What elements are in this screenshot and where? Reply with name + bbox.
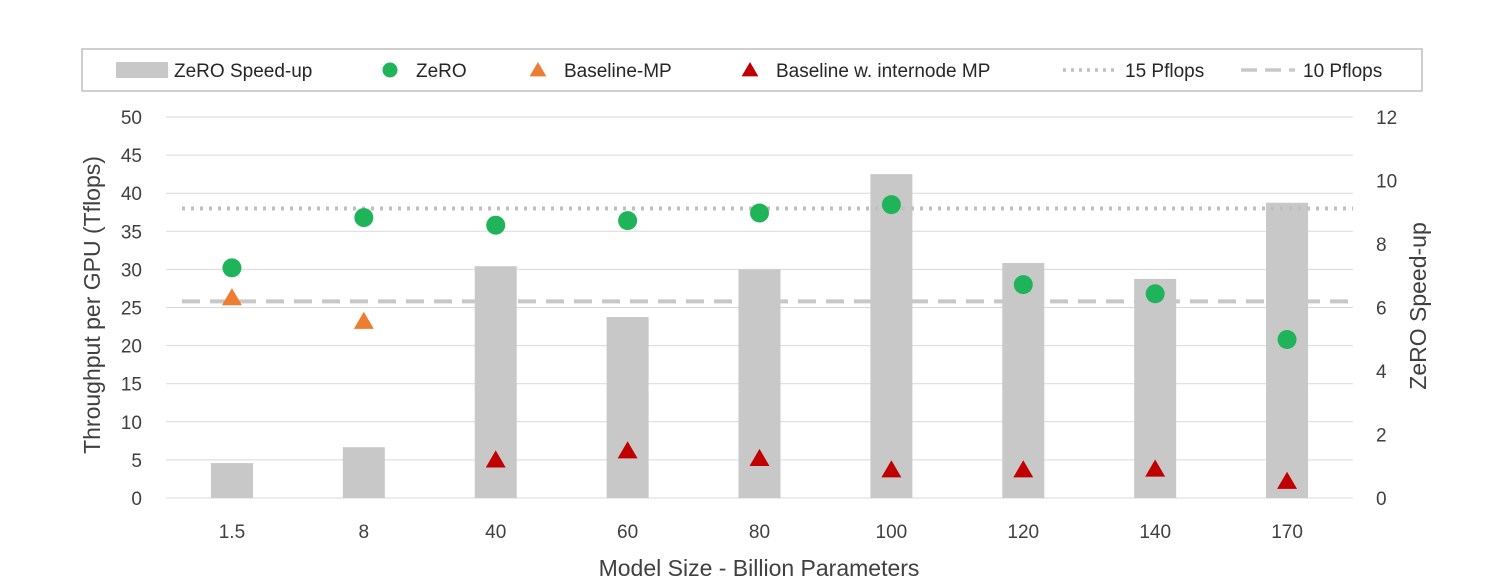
y2-axis-ticks: 0 2 4 6 8 10 12 xyxy=(1376,108,1397,510)
point-baseline-w-internode-mp xyxy=(749,448,770,466)
x-tick-label: 60 xyxy=(617,522,638,543)
x-tick-label: 120 xyxy=(1007,522,1039,543)
x-axis-ticks: 1.5 8 40 60 80 100 120 140 170 xyxy=(219,522,1303,543)
point-baseline-w-internode-mp xyxy=(881,460,902,478)
point-baseline-w-internode-mp xyxy=(1145,459,1166,477)
y-tick-label: 35 xyxy=(121,222,142,243)
y-tick-label: 25 xyxy=(121,299,142,320)
y2-tick-label: 4 xyxy=(1376,362,1387,383)
point-zero xyxy=(1277,330,1297,350)
y2-tick-label: 12 xyxy=(1376,108,1397,129)
y-tick-label: 45 xyxy=(121,146,142,167)
legend-key-zero xyxy=(382,62,398,78)
point-zero xyxy=(222,258,242,278)
y2-tick-label: 6 xyxy=(1376,299,1387,320)
legend-label: ZeRO Speed-up xyxy=(174,61,312,82)
point-zero xyxy=(1145,284,1165,304)
bar-zero-speed-up xyxy=(606,317,649,498)
bar-zero-speed-up xyxy=(342,447,385,498)
y2-tick-label: 2 xyxy=(1376,426,1387,447)
point-baseline-mp xyxy=(221,288,242,306)
x-tick-label: 1.5 xyxy=(219,522,245,543)
point-baseline-w-internode-mp xyxy=(1013,460,1034,478)
y-tick-label: 15 xyxy=(121,375,142,396)
x-axis-title: Model Size - Billion Parameters xyxy=(599,555,920,581)
y-tick-label: 30 xyxy=(121,260,142,281)
y2-tick-label: 8 xyxy=(1376,235,1387,256)
point-baseline-w-internode-mp xyxy=(1277,471,1298,489)
x-tick-label: 140 xyxy=(1139,522,1171,543)
point-zero xyxy=(354,208,374,228)
legend-label: ZeRO xyxy=(416,61,467,82)
y-tick-label: 10 xyxy=(121,413,142,434)
y2-axis-title: ZeRO Speed-up xyxy=(1405,222,1431,389)
point-zero xyxy=(881,195,901,215)
point-zero xyxy=(750,203,769,223)
bar-zero-speed-up xyxy=(870,174,913,498)
legend-key-baseline-w-internode-mp xyxy=(741,62,759,77)
point-zero xyxy=(618,211,638,231)
y-axis-ticks: 0 5 10 15 20 25 30 35 40 45 50 xyxy=(121,108,142,510)
legend-key-baseline-mp xyxy=(529,62,547,77)
point-baseline-w-internode-mp xyxy=(485,450,506,468)
bar-zero-speed-up xyxy=(1266,202,1309,498)
legend-label: Baseline-MP xyxy=(564,61,672,82)
legend-label: Baseline w. internode MP xyxy=(776,61,990,82)
y-tick-label: 50 xyxy=(121,108,142,129)
bar-zero-speed-up xyxy=(210,463,253,498)
legend: ZeRO Speed-up ZeRO Baseline-MP Baseline w. … xyxy=(81,48,1423,92)
point-zero xyxy=(486,215,506,235)
x-tick-label: 80 xyxy=(749,522,770,543)
x-tick-label: 40 xyxy=(485,522,506,543)
point-baseline-mp xyxy=(353,311,374,329)
legend-label: 15 Pflops xyxy=(1125,61,1204,82)
x-tick-label: 100 xyxy=(876,522,908,543)
point-baseline-w-internode-mp xyxy=(617,441,638,459)
y-tick-label: 20 xyxy=(121,337,142,358)
x-tick-label: 170 xyxy=(1271,522,1303,543)
x-tick-label: 8 xyxy=(359,522,370,543)
y-tick-label: 40 xyxy=(121,184,142,205)
point-zero xyxy=(1013,275,1033,295)
y-tick-label: 5 xyxy=(131,451,142,472)
y2-tick-label: 0 xyxy=(1376,489,1387,510)
markers xyxy=(221,195,1298,489)
y-axis-title: Throughput per GPU (Tflops) xyxy=(79,156,105,454)
y2-tick-label: 10 xyxy=(1376,172,1397,193)
legend-label: 10 Pflops xyxy=(1303,61,1382,82)
y-tick-label: 0 xyxy=(131,489,142,510)
legend-key-zero-speed-up xyxy=(116,62,168,78)
